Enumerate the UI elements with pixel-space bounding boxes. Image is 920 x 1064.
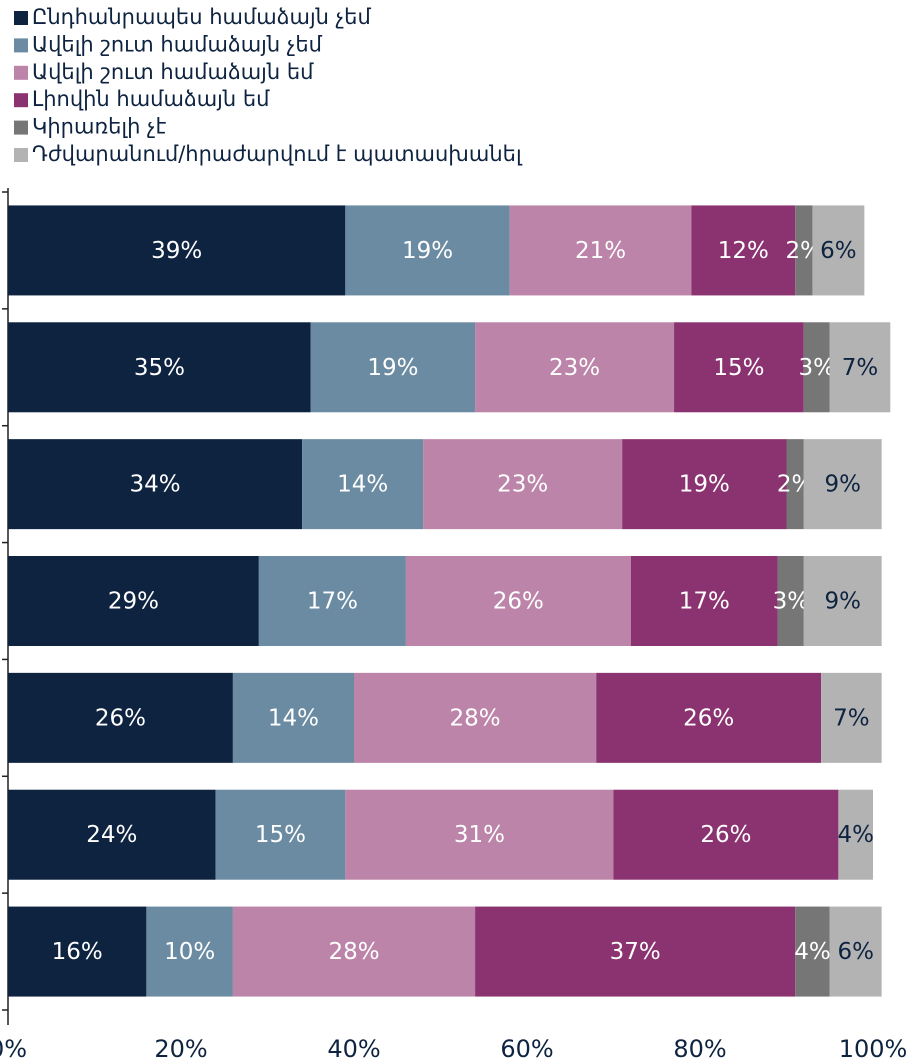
legend-swatch — [14, 38, 28, 53]
bar-segment — [691, 205, 796, 296]
data-label: 28% — [450, 705, 501, 731]
bar-segment — [622, 439, 787, 530]
data-label: 16% — [52, 939, 103, 965]
data-label: 26% — [683, 705, 734, 731]
bar-segment — [310, 322, 476, 413]
bar-segment — [803, 439, 882, 530]
data-label: 3% — [799, 355, 836, 381]
bar-segment — [8, 322, 311, 413]
bar-segment — [777, 556, 804, 646]
bar-segment — [821, 672, 882, 763]
legend-label: Կիրառելի չէ — [32, 115, 167, 139]
bar-segment — [829, 322, 891, 413]
bar-segment — [232, 672, 354, 763]
bar-segment — [345, 205, 510, 296]
data-label: 19% — [402, 238, 453, 264]
bar-segment — [803, 556, 882, 646]
data-label: 7% — [842, 355, 879, 381]
data-label: 39% — [151, 238, 202, 264]
bar-segment — [812, 205, 865, 296]
data-label: 23% — [497, 472, 548, 498]
bar-segment — [405, 556, 631, 646]
data-label: 19% — [679, 472, 730, 498]
bar-segment — [8, 205, 346, 296]
bar-segment — [8, 672, 233, 763]
data-label: 17% — [679, 589, 730, 615]
bar-segment — [613, 789, 839, 880]
legend-swatch — [14, 11, 28, 25]
data-label: 9% — [824, 472, 861, 498]
bar-segment — [475, 322, 675, 413]
data-label: 31% — [454, 822, 505, 848]
bar-segment — [509, 205, 692, 296]
bar-segment — [475, 906, 796, 997]
data-label: 26% — [493, 589, 544, 615]
data-label: 37% — [610, 939, 661, 965]
bar-segment — [302, 439, 424, 530]
data-label: 17% — [307, 589, 358, 615]
data-label: 26% — [95, 705, 146, 731]
x-tick-label: 60% — [500, 1035, 553, 1063]
data-label: 4% — [837, 822, 874, 848]
bar-segment — [630, 556, 778, 646]
bar-segment — [803, 322, 830, 413]
bar-segment — [8, 439, 303, 530]
bar-segment — [838, 789, 873, 880]
bar-segment — [674, 322, 804, 413]
data-label: 12% — [718, 238, 769, 264]
data-label: 6% — [820, 238, 857, 264]
legend-label: Լիովին համաձայն եմ — [32, 87, 270, 111]
data-label: 34% — [129, 472, 180, 498]
data-label: 23% — [549, 355, 600, 381]
x-tick-label: 40% — [327, 1035, 380, 1063]
legend-swatch — [14, 148, 28, 162]
data-label: 7% — [833, 705, 870, 731]
legend-label: Դժվարանում/հրաժարվում է պատասխանել — [32, 142, 523, 166]
data-label: 14% — [268, 705, 319, 731]
data-label: 29% — [108, 589, 159, 615]
data-label: 9% — [824, 589, 861, 615]
bar-segment — [8, 906, 147, 997]
bar-segment — [232, 906, 476, 997]
legend-swatch — [14, 93, 28, 108]
legend-swatch — [14, 120, 28, 135]
data-label: 35% — [134, 355, 185, 381]
bar-segment — [829, 906, 882, 997]
data-label: 24% — [86, 822, 137, 848]
bar-segment — [8, 556, 259, 646]
legend-label: Ավելի շուտ համաձայն եմ — [32, 60, 314, 84]
data-label: 15% — [713, 355, 764, 381]
bar-segment — [215, 789, 346, 880]
legend-swatch — [14, 65, 28, 80]
data-label: 26% — [700, 822, 751, 848]
data-label: 10% — [164, 939, 215, 965]
legend-label: Ավելի շուտ համաձայն չեմ — [32, 32, 323, 56]
x-tick-label: 0% — [0, 1035, 27, 1063]
bar-segment — [345, 789, 614, 880]
data-label: 15% — [255, 822, 306, 848]
bar-segment — [423, 439, 623, 530]
data-label: 28% — [328, 939, 379, 965]
bar-segment — [354, 672, 597, 763]
data-label: 21% — [575, 238, 626, 264]
x-tick-label: 80% — [673, 1035, 726, 1063]
data-label: 4% — [794, 939, 831, 965]
data-label: 6% — [837, 939, 874, 965]
bar-segment — [786, 439, 804, 530]
bar-segment — [596, 672, 822, 763]
data-label: 14% — [337, 472, 388, 498]
data-label: 19% — [367, 355, 418, 381]
bar-segment — [146, 906, 233, 997]
bar-segment — [795, 906, 830, 997]
legend-label: Ընդհանրապես համաձայն չեմ — [32, 5, 371, 29]
bar-segment — [795, 205, 813, 296]
x-tick-label: 20% — [154, 1035, 207, 1063]
bar-segment — [258, 556, 406, 646]
x-tick-label: 100% — [839, 1035, 908, 1063]
data-label: 3% — [773, 589, 810, 615]
bar-segment — [8, 789, 216, 880]
